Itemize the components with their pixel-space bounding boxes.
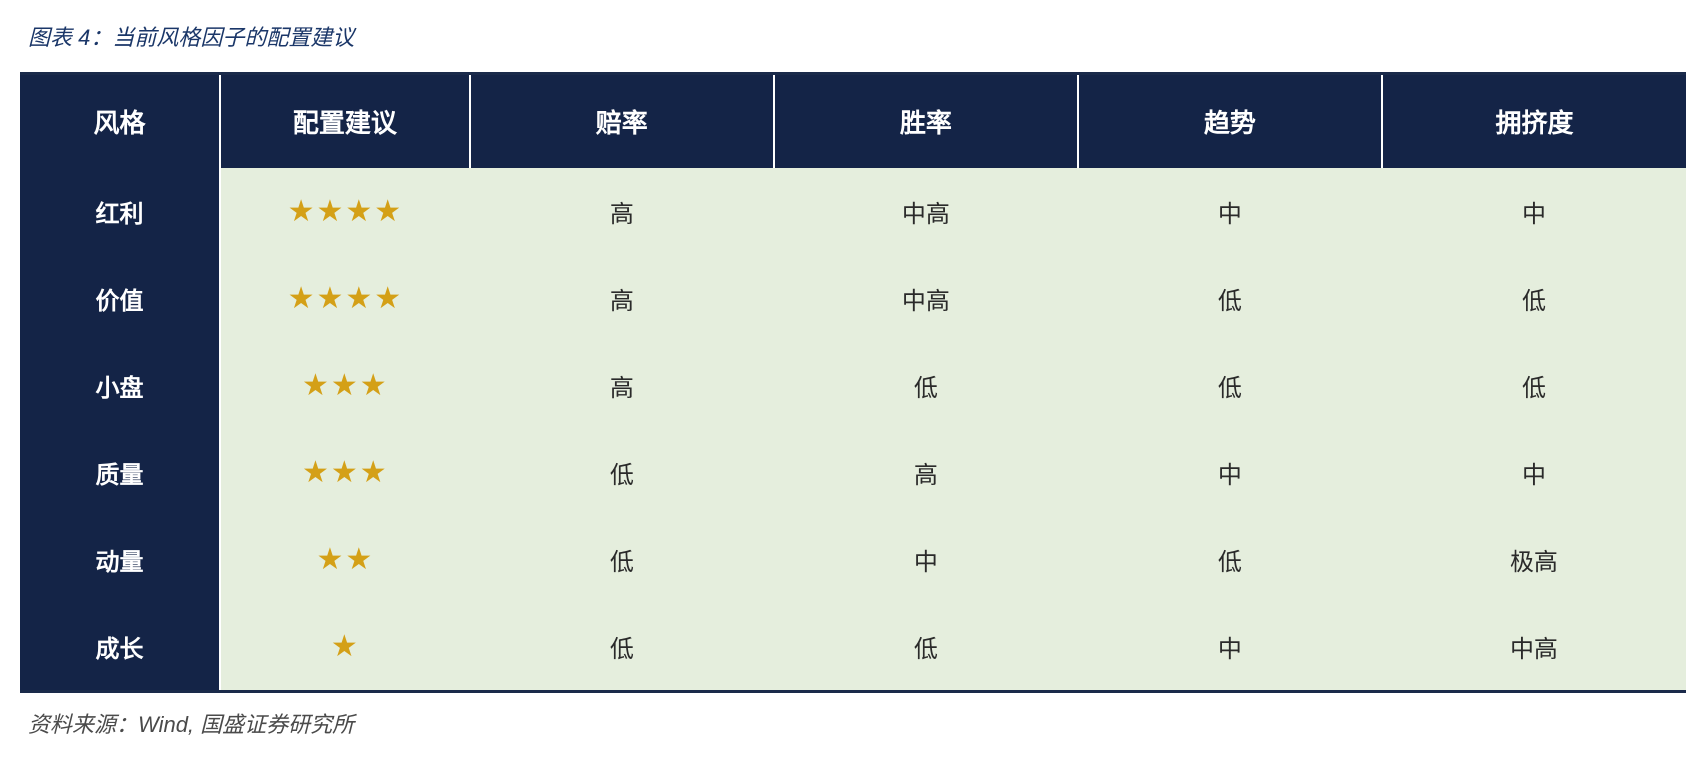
table-row: 动量★★低中低极高 (20, 516, 1686, 603)
col-header-odds: 赔率 (470, 75, 774, 168)
cell-crowd: 中 (1382, 168, 1686, 255)
rating-stars: ★★★ (220, 429, 470, 516)
col-header-trend: 趋势 (1078, 75, 1382, 168)
col-header-rating: 配置建议 (220, 75, 470, 168)
table-row: 质量★★★低高中中 (20, 429, 1686, 516)
row-label: 质量 (20, 429, 220, 516)
cell-winrate: 高 (774, 429, 1078, 516)
cell-trend: 低 (1078, 342, 1382, 429)
table-row: 成长★低低中中高 (20, 603, 1686, 690)
cell-winrate: 中 (774, 516, 1078, 603)
table-row: 价值★★★★高中高低低 (20, 255, 1686, 342)
cell-trend: 中 (1078, 168, 1382, 255)
row-label: 成长 (20, 603, 220, 690)
cell-winrate: 中高 (774, 168, 1078, 255)
cell-trend: 中 (1078, 429, 1382, 516)
row-label: 小盘 (20, 342, 220, 429)
cell-odds: 低 (470, 603, 774, 690)
row-label: 红利 (20, 168, 220, 255)
rating-stars: ★★ (220, 516, 470, 603)
cell-odds: 低 (470, 429, 774, 516)
cell-odds: 低 (470, 516, 774, 603)
factor-table: 风格 配置建议 赔率 胜率 趋势 拥挤度 红利★★★★高中高中中价值★★★★高中… (20, 75, 1686, 690)
rating-stars: ★★★★ (220, 168, 470, 255)
cell-crowd: 低 (1382, 255, 1686, 342)
cell-crowd: 中 (1382, 429, 1686, 516)
cell-trend: 低 (1078, 516, 1382, 603)
cell-crowd: 极高 (1382, 516, 1686, 603)
table-row: 小盘★★★高低低低 (20, 342, 1686, 429)
data-source: 资料来源：Wind, 国盛证券研究所 (20, 707, 1686, 739)
cell-odds: 高 (470, 342, 774, 429)
cell-odds: 高 (470, 255, 774, 342)
cell-trend: 中 (1078, 603, 1382, 690)
cell-crowd: 中高 (1382, 603, 1686, 690)
rating-stars: ★★★★ (220, 255, 470, 342)
cell-trend: 低 (1078, 255, 1382, 342)
rating-stars: ★ (220, 603, 470, 690)
figure-caption: 图表 4：当前风格因子的配置建议 (20, 20, 1686, 52)
cell-odds: 高 (470, 168, 774, 255)
col-header-winrate: 胜率 (774, 75, 1078, 168)
table-header-row: 风格 配置建议 赔率 胜率 趋势 拥挤度 (20, 75, 1686, 168)
cell-crowd: 低 (1382, 342, 1686, 429)
factor-table-container: 风格 配置建议 赔率 胜率 趋势 拥挤度 红利★★★★高中高中中价值★★★★高中… (20, 72, 1686, 693)
row-label: 价值 (20, 255, 220, 342)
cell-winrate: 中高 (774, 255, 1078, 342)
table-body: 红利★★★★高中高中中价值★★★★高中高低低小盘★★★高低低低质量★★★低高中中… (20, 168, 1686, 690)
cell-winrate: 低 (774, 603, 1078, 690)
col-header-crowd: 拥挤度 (1382, 75, 1686, 168)
row-label: 动量 (20, 516, 220, 603)
cell-winrate: 低 (774, 342, 1078, 429)
rating-stars: ★★★ (220, 342, 470, 429)
table-row: 红利★★★★高中高中中 (20, 168, 1686, 255)
col-header-style: 风格 (20, 75, 220, 168)
